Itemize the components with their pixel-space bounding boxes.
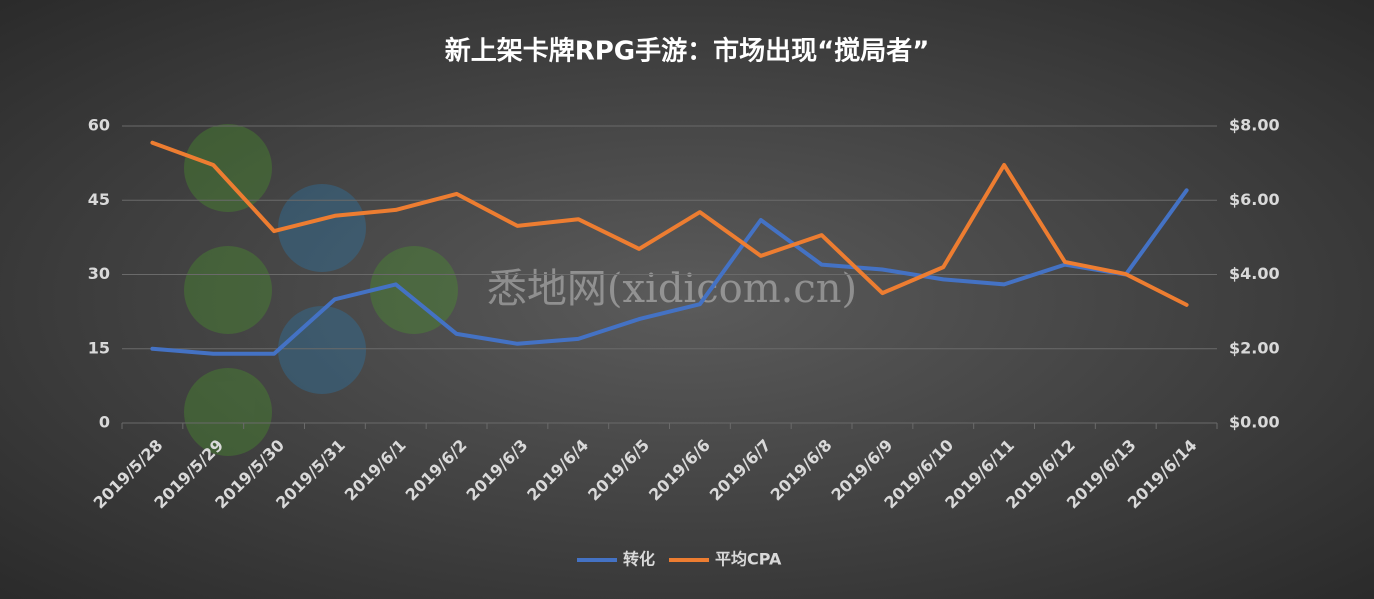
- y-tick-label: 45: [88, 190, 110, 209]
- chart-title: 新上架卡牌RPG手游：市场出现“搅局者”: [445, 36, 930, 67]
- y2-tick-label: $4.00: [1229, 264, 1280, 283]
- legend-label: 平均CPA: [715, 550, 782, 569]
- y2-tick-label: $8.00: [1229, 116, 1280, 135]
- y2-tick-label: $6.00: [1229, 190, 1280, 209]
- y-tick-label: 15: [88, 338, 110, 357]
- y2-tick-label: $0.00: [1229, 413, 1280, 432]
- y-tick-label: 0: [99, 413, 110, 432]
- y2-tick-label: $2.00: [1229, 338, 1280, 357]
- series-line: [150, 188, 1189, 356]
- watermark: 悉地网(xidicom.cn): [487, 266, 857, 312]
- y-tick-label: 30: [88, 264, 110, 283]
- y-tick-label: 60: [88, 116, 110, 135]
- legend-label: 转化: [623, 550, 655, 569]
- series-line: [150, 140, 1189, 307]
